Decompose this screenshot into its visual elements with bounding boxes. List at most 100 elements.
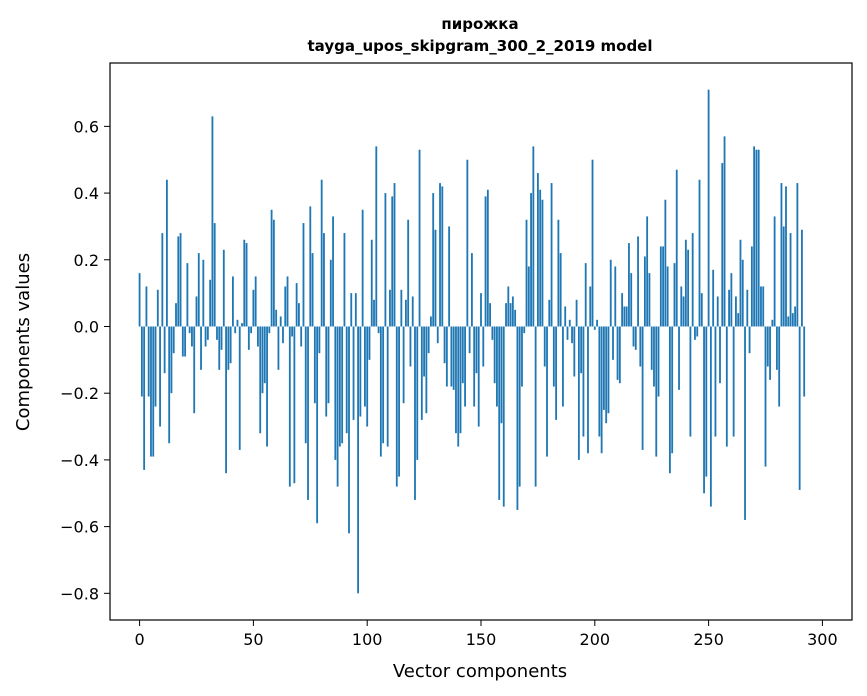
bar-8 — [156, 289, 159, 327]
bar-59 — [272, 219, 275, 327]
bar-283 — [782, 226, 785, 327]
bar-64 — [284, 286, 287, 327]
bar-126 — [425, 326, 428, 414]
bar-180 — [548, 299, 551, 327]
bar-32 — [211, 116, 214, 327]
bar-48 — [247, 326, 250, 350]
bar-133 — [441, 186, 444, 327]
bar-6 — [152, 326, 155, 457]
bar-142 — [461, 326, 464, 384]
x-axis-label: Vector components — [393, 661, 567, 682]
bar-233 — [669, 326, 671, 474]
bar-27 — [200, 326, 202, 370]
bar-86 — [334, 326, 337, 460]
bar-237 — [678, 326, 680, 390]
bar-102 — [370, 239, 373, 327]
bar-36 — [220, 326, 223, 350]
bar-37 — [222, 249, 225, 327]
bar-262 — [735, 296, 737, 327]
bar-9 — [159, 326, 161, 427]
bar-53 — [259, 326, 262, 434]
bar-160 — [502, 326, 505, 507]
bar-97 — [359, 326, 362, 417]
bar-192 — [575, 299, 578, 327]
bar-44 — [238, 326, 241, 450]
bar-58 — [270, 209, 273, 327]
y-tick-label-5: 0.2 — [74, 251, 99, 270]
bar-269 — [750, 246, 753, 327]
bar-92 — [348, 326, 350, 534]
bar-50 — [252, 289, 255, 327]
bar-85 — [332, 216, 334, 327]
bar-0 — [138, 273, 141, 327]
bar-46 — [243, 239, 246, 327]
bar-246 — [698, 179, 701, 327]
bar-23 — [191, 326, 193, 347]
bar-137 — [450, 326, 453, 387]
bar-98 — [361, 209, 364, 327]
y-tick-label-6: 0.4 — [74, 184, 99, 203]
bar-29 — [204, 326, 207, 347]
bar-181 — [550, 183, 553, 327]
x-tick-label-300: 300 — [807, 630, 838, 649]
bar-265 — [741, 259, 744, 327]
bar-80 — [320, 179, 323, 327]
bar-162 — [507, 286, 510, 327]
bar-247 — [700, 293, 703, 327]
bar-276 — [766, 326, 769, 367]
bar-175 — [536, 173, 539, 327]
bar-168 — [521, 326, 523, 387]
bar-264 — [739, 239, 742, 327]
bar-152 — [484, 196, 487, 327]
bar-72 — [302, 223, 305, 327]
x-axis-ticks: 0 50 100 150 200 250 300 — [134, 620, 838, 649]
bar-251 — [709, 326, 712, 507]
bar-41 — [232, 276, 234, 327]
bar-144 — [466, 159, 469, 327]
bar-114 — [398, 326, 400, 477]
bar-292 — [803, 326, 806, 397]
bar-282 — [780, 183, 783, 327]
bar-151 — [482, 326, 485, 367]
bar-203 — [600, 326, 603, 454]
bar-95 — [354, 293, 357, 327]
bar-81 — [323, 233, 325, 327]
bar-252 — [712, 269, 715, 327]
bar-238 — [680, 286, 683, 327]
bar-16 — [175, 303, 177, 327]
bar-288 — [794, 306, 797, 327]
bar-277 — [769, 326, 771, 380]
bar-189 — [568, 319, 571, 327]
bar-147 — [473, 326, 476, 407]
bar-291 — [801, 229, 803, 327]
bar-111 — [391, 196, 394, 327]
x-tick-label-200: 200 — [580, 630, 611, 649]
bar-131 — [436, 326, 439, 344]
y-tick-label-2: −0.4 — [60, 451, 99, 470]
bar-165 — [514, 309, 517, 327]
bar-259 — [728, 289, 730, 327]
bar-28 — [202, 259, 205, 327]
y-axis-ticks: −0.8 −0.6 −0.4 −0.2 0.0 0.2 0.4 0.6 — [60, 117, 110, 603]
bar-30 — [206, 326, 209, 340]
bar-188 — [566, 326, 569, 340]
bar-122 — [416, 326, 419, 460]
bar-88 — [338, 326, 341, 447]
bar-196 — [584, 263, 587, 327]
bar-185 — [559, 253, 562, 327]
bar-57 — [268, 326, 271, 334]
bar-110 — [389, 289, 391, 327]
y-tick-label-7: 0.6 — [74, 117, 99, 136]
bar-109 — [386, 326, 389, 447]
bar-90 — [343, 233, 346, 327]
x-tick-label-100: 100 — [352, 630, 383, 649]
bar-12 — [165, 179, 168, 327]
bar-71 — [300, 326, 303, 347]
bar-227 — [655, 326, 658, 457]
bar-141 — [459, 326, 462, 434]
bar-217 — [632, 326, 635, 347]
bar-260 — [730, 273, 733, 327]
bar-129 — [432, 193, 435, 327]
bar-89 — [341, 326, 344, 444]
